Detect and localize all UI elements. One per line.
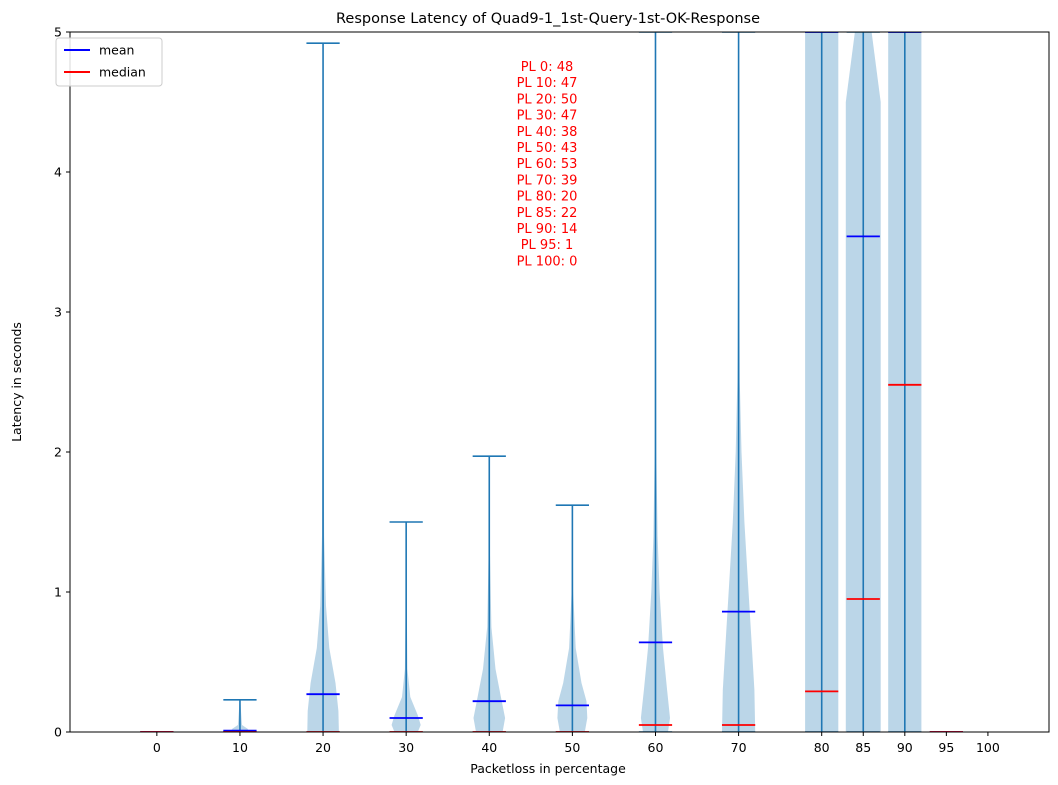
x-axis-label: Packetloss in percentage <box>470 761 626 776</box>
x-tick-label: 50 <box>564 740 580 755</box>
x-tick-label: 10 <box>232 740 248 755</box>
x-tick-label: 40 <box>481 740 497 755</box>
annotation-line: PL 10: 47 <box>517 76 578 91</box>
annotation-line: PL 20: 50 <box>517 92 578 107</box>
x-tick-label: 100 <box>976 740 1000 755</box>
plot-frame <box>69 31 1050 733</box>
y-tick-label: 4 <box>54 165 62 180</box>
y-axis-label: Latency in seconds <box>9 322 24 442</box>
annotation-line: PL 60: 53 <box>517 157 578 172</box>
x-tick-label: 80 <box>814 740 830 755</box>
violin-50 <box>555 504 590 732</box>
x-tick-label: 95 <box>938 740 954 755</box>
annotation-line: PL 0: 48 <box>521 60 574 75</box>
violins-layer <box>140 32 963 732</box>
annotation-line: PL 50: 43 <box>517 141 578 156</box>
violin-85 <box>845 32 881 732</box>
x-tick-label: 90 <box>897 740 913 755</box>
x-tick-label: 60 <box>648 740 664 755</box>
violin-20 <box>306 42 340 732</box>
legend-label-median: median <box>99 65 146 80</box>
x-tick-label: 30 <box>398 740 414 755</box>
annotation-line: PL 30: 47 <box>517 109 578 124</box>
annotation-line: PL 40: 38 <box>517 125 578 140</box>
annotation-line: PL 70: 39 <box>517 173 578 188</box>
annotation-line: PL 100: 0 <box>517 254 578 269</box>
legend-label-mean: mean <box>99 43 134 58</box>
x-tick-label: 20 <box>315 740 331 755</box>
violin-70 <box>721 32 756 732</box>
violin-90 <box>888 32 922 732</box>
annotation-line: PL 80: 20 <box>517 190 578 205</box>
x-tick-label: 85 <box>855 740 871 755</box>
x-tick-label: 0 <box>153 740 161 755</box>
violin-60 <box>638 32 673 732</box>
y-tick-label: 0 <box>54 725 62 740</box>
y-tick-label: 3 <box>54 305 62 320</box>
violin-30 <box>389 521 423 732</box>
y-tick-label: 5 <box>54 25 62 40</box>
x-tick-label: 70 <box>731 740 747 755</box>
y-tick-label: 1 <box>54 585 62 600</box>
annotation-line: PL 85: 22 <box>517 206 578 221</box>
violin-10 <box>223 698 257 732</box>
y-axis: 0 1 2 3 4 5 <box>54 25 70 740</box>
violin-40 <box>472 455 506 732</box>
y-tick-label: 2 <box>54 445 62 460</box>
violin-80 <box>805 32 839 732</box>
annotation-line: PL 90: 14 <box>517 222 578 237</box>
annotation-line: PL 95: 1 <box>521 238 574 253</box>
x-axis: 0 10 20 30 40 50 60 70 80 85 90 95 100 <box>153 732 1000 755</box>
legend: mean median <box>55 37 163 87</box>
chart-title: Response Latency of Quad9-1_1st-Query-1s… <box>336 11 760 27</box>
